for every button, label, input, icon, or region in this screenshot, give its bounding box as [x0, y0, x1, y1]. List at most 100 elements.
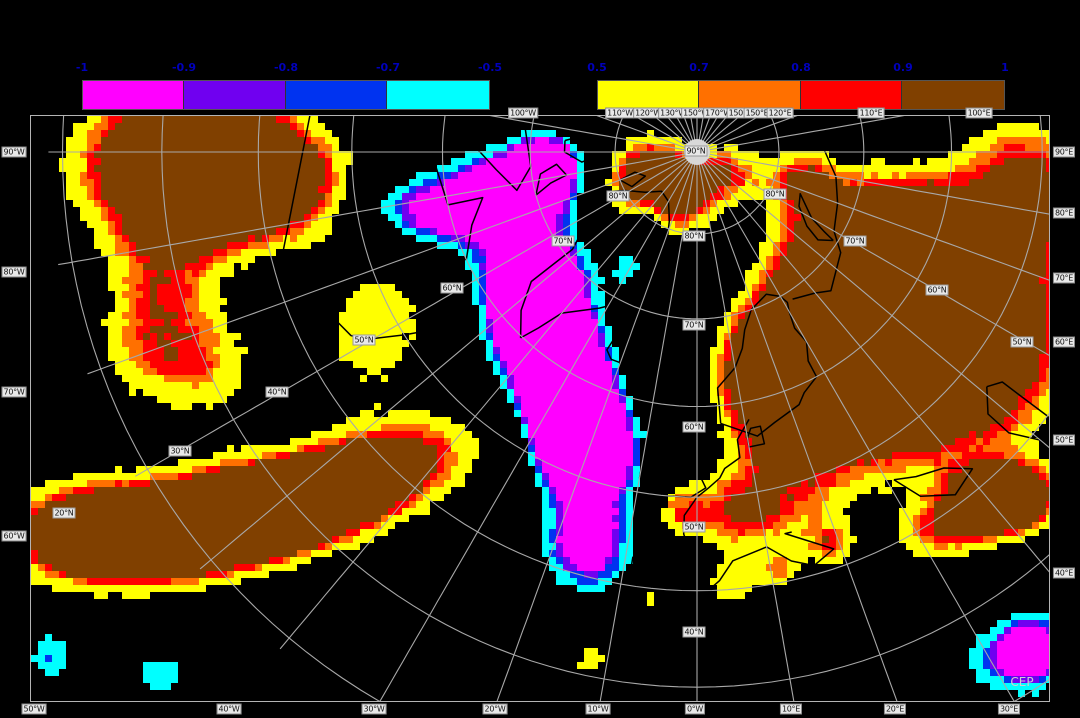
graticule-label: 80°N [763, 188, 787, 200]
meridian-line [489, 116, 694, 152]
axis-label-top: 120°E [766, 107, 794, 119]
negative-correlation-colorbar-ticks: -1 -0.9 -0.8 -0.7 -0.5 [76, 61, 502, 80]
colorbar-tick-label: -1 [75, 61, 89, 74]
meridian-line [699, 153, 1049, 356]
axis-label-top: 110°W [605, 107, 635, 119]
axis-label-left: 60°W [1, 530, 27, 542]
axis-label-bottom: 20°E [883, 703, 907, 715]
colorbar-swatch [83, 81, 185, 109]
coastline [893, 467, 974, 497]
coastline [712, 225, 735, 260]
negative-correlation-colorbar: -1 -0.9 -0.8 -0.7 -0.5 [76, 61, 502, 112]
meridian-line [699, 153, 1049, 449]
graticule-layer [48, 116, 1049, 701]
axis-label-right: 60°E [1052, 336, 1076, 348]
meridian-line [697, 155, 795, 701]
coastline [535, 163, 568, 196]
correlation-data-layer [31, 116, 1049, 697]
colorbar-tick-label: 1 [1001, 61, 1009, 74]
correlation-cells [31, 116, 1049, 669]
meridian-line [58, 152, 694, 266]
map-canvas [31, 116, 1049, 701]
colorbar-tick-label: 0.8 [791, 61, 811, 74]
coastline [986, 381, 1049, 441]
coastline [798, 192, 834, 242]
meridian-line [279, 154, 696, 650]
axis-label-bottom: 0°W [684, 703, 706, 715]
colorbar-swatch [598, 81, 700, 109]
colorbar-tick-label: 0.9 [893, 61, 913, 74]
graticule-label: 50°N [1010, 336, 1034, 348]
axis-label-right: 70°E [1052, 272, 1076, 284]
meridian-line [596, 116, 695, 152]
colorbar-swatch [901, 81, 1004, 109]
axis-label-top: 100°E [965, 107, 993, 119]
graticule-label: 40°N [265, 386, 289, 398]
meridian-line [699, 152, 1049, 281]
graticule-label: 80°N [606, 190, 630, 202]
colorbar-tick-label: -0.7 [375, 61, 401, 74]
axis-label-bottom: 30°W [361, 703, 387, 715]
meridian-line [697, 154, 898, 701]
axis-label-bottom: 30°E [997, 703, 1021, 715]
graticule-label: 70°N [682, 319, 706, 331]
graticule-label: 80°N [682, 230, 706, 242]
colorbar-tick-label: -0.5 [477, 61, 503, 74]
correlation-cells [31, 116, 1049, 578]
colorbar-tick-label: 0.5 [587, 61, 607, 74]
meridian-line [698, 154, 1015, 701]
graticule-label: 60°N [440, 282, 464, 294]
axis-label-bottom: 10°E [779, 703, 803, 715]
meridian-line [700, 116, 905, 152]
coastline [519, 189, 671, 339]
coastline-layer [276, 116, 1049, 628]
colorbar-swatch [699, 81, 801, 109]
graticule-label: 60°N [925, 284, 949, 296]
colorbar-swatch [386, 81, 489, 109]
negative-correlation-colorbar-swatches [82, 80, 490, 110]
correlation-cells [31, 116, 1049, 585]
positive-correlation-colorbar-ticks: 0.5 0.7 0.8 0.9 1 [587, 61, 1009, 80]
axis-label-top: 110°E [857, 107, 885, 119]
meridian-line [135, 153, 695, 477]
axis-label-right: 80°E [1052, 207, 1076, 219]
coastline [606, 334, 648, 367]
meridian-line [599, 155, 697, 701]
graticule-label: 20°N [52, 507, 76, 519]
graticule-label: 30°N [168, 445, 192, 457]
colorbar-swatch [800, 81, 902, 109]
axis-label-bottom: 20°W [482, 703, 508, 715]
graticule-label: 50°N [682, 521, 706, 533]
axis-label-left: 70°W [1, 386, 27, 398]
meridian-line [199, 153, 695, 570]
coastline [792, 116, 842, 300]
meridian-line [698, 154, 1049, 573]
map-panel [30, 115, 1050, 702]
coastline [716, 293, 818, 437]
graticule-label: 70°N [551, 235, 575, 247]
coastline [276, 116, 532, 340]
graticule-label: 50°N [352, 334, 376, 346]
graticule-label: 40°N [682, 626, 706, 638]
colorbar-swatch [184, 81, 286, 109]
axis-label-left: 80°W [1, 266, 27, 278]
axis-label-left: 90°W [1, 146, 27, 158]
axis-label-bottom: 10°W [585, 703, 611, 715]
graticule-label: 70°N [843, 235, 867, 247]
positive-correlation-colorbar: 0.5 0.7 0.8 0.9 1 [587, 61, 1009, 112]
graticule-label: 60°N [682, 421, 706, 433]
positive-correlation-colorbar-swatches [597, 80, 1005, 110]
meridian-line [379, 154, 696, 701]
graticule-label: 90°N [684, 145, 708, 157]
axis-label-top: 100°W [508, 107, 538, 119]
correlation-cells [409, 137, 1049, 676]
colorbar-swatch [285, 81, 387, 109]
map-annotation: CEP [1010, 675, 1034, 689]
meridian-line [700, 152, 1049, 215]
colorbar-tick-label: -0.9 [171, 61, 197, 74]
axis-label-right: 40°E [1052, 567, 1076, 579]
axis-label-bottom: 40°W [216, 703, 242, 715]
colorbar-tick-label: 0.7 [689, 61, 709, 74]
colorbar-tick-label: -0.8 [273, 61, 299, 74]
